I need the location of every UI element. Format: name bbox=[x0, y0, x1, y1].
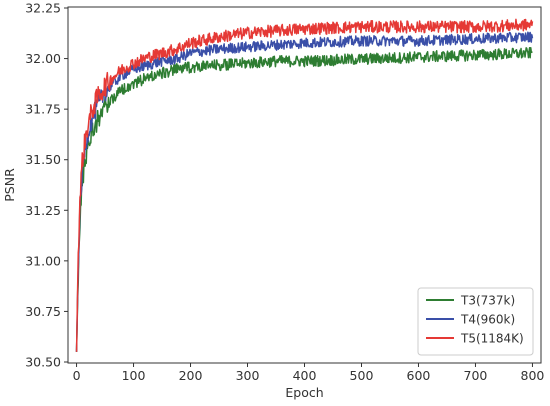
x-tick-label: 700 bbox=[464, 368, 488, 383]
x-tick-label: 200 bbox=[179, 368, 203, 383]
legend-label: T3(737k) bbox=[460, 294, 515, 308]
y-tick-label: 31.75 bbox=[25, 102, 61, 117]
y-axis-ticks: 30.50 30.75 31.00 31.25 31.50 31.75 32.00 32.25 bbox=[25, 1, 68, 369]
chart-legend: T3(737k) T4(960k) T5(1184K) bbox=[417, 287, 534, 356]
y-tick-label: 31.50 bbox=[25, 152, 61, 167]
legend-label: T5(1184K) bbox=[460, 332, 524, 346]
series-line-2 bbox=[75, 31, 534, 352]
x-tick-label: 100 bbox=[122, 368, 146, 383]
y-axis-label: PSNR bbox=[2, 168, 17, 202]
x-tick-label: 500 bbox=[350, 368, 374, 383]
series-line-1 bbox=[75, 47, 533, 352]
x-axis-label: Epoch bbox=[285, 385, 323, 400]
y-tick-label: 30.75 bbox=[25, 304, 61, 319]
series-line-3 bbox=[75, 18, 534, 352]
x-tick-label: 800 bbox=[521, 368, 545, 383]
x-tick-label: 300 bbox=[236, 368, 260, 383]
y-tick-label: 32.25 bbox=[25, 1, 61, 16]
y-tick-label: 32.00 bbox=[25, 51, 61, 66]
x-tick-label: 400 bbox=[293, 368, 317, 383]
x-tick-label: 600 bbox=[407, 368, 431, 383]
y-tick-label: 31.00 bbox=[25, 253, 61, 268]
y-tick-label: 30.50 bbox=[25, 354, 61, 369]
x-axis-ticks: 0 100 200 300 400 500 600 700 800 bbox=[73, 363, 545, 383]
y-tick-label: 31.25 bbox=[25, 203, 61, 218]
x-tick-label: 0 bbox=[73, 368, 81, 383]
legend-label: T4(960k) bbox=[460, 313, 515, 327]
series-layer bbox=[75, 18, 534, 352]
